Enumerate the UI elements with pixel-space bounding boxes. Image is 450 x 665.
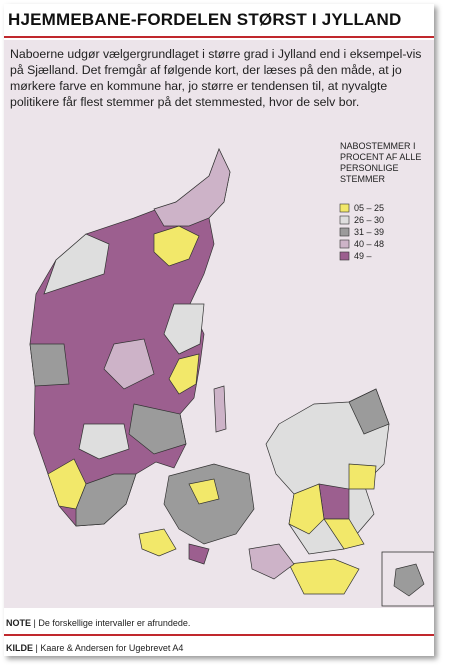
region: [138, 528, 177, 557]
legend-label: 26 – 30: [354, 215, 384, 225]
region: [288, 483, 325, 535]
source-text: Kaare & Andersen for Ugebrevet A4: [40, 643, 184, 653]
lolland: [288, 558, 360, 595]
region: [29, 343, 70, 387]
region: [153, 225, 200, 267]
legend-label: 49 –: [354, 251, 372, 261]
intro: Naboerne udgør vælgergrundlaget i større…: [4, 40, 434, 134]
legend-label: 40 – 48: [354, 239, 384, 249]
note-text: De forskellige intervaller er afrundede.: [38, 618, 191, 628]
region: [43, 233, 110, 295]
legend-swatch: [339, 251, 350, 261]
divider: [4, 634, 434, 636]
island: [248, 543, 295, 580]
region: [348, 388, 390, 435]
island: [213, 385, 227, 433]
region: [103, 338, 155, 390]
region: [168, 353, 200, 395]
inset-frame: [381, 551, 434, 607]
legend: NABOSTEMMER I PROCENT AF ALLE PERSONLIGE ST…: [339, 141, 421, 261]
note-label: NOTE: [6, 618, 32, 628]
region: [188, 478, 220, 505]
card: HJEMMEBANE-FORDELEN STØRST I JYLLAND Nab…: [4, 4, 434, 656]
divider: [4, 36, 434, 38]
region: [128, 403, 187, 455]
regions: [29, 148, 390, 595]
region: [75, 473, 137, 527]
bornholm: [393, 563, 425, 597]
legend-swatch: [339, 215, 350, 225]
region: [348, 463, 377, 490]
legend-title: NABOSTEMMER I PROCENT AF ALLE PERSONLIGE ST…: [340, 141, 421, 184]
source-label: KILDE: [6, 643, 33, 653]
region: [163, 303, 205, 355]
island: [188, 543, 210, 565]
map: NABOSTEMMER I PROCENT AF ALLE PERSONLIGE ST…: [4, 132, 434, 608]
region: [323, 518, 365, 550]
region: [153, 148, 231, 227]
funen: [163, 463, 255, 545]
title: HJEMMEBANE-FORDELEN STØRST I JYLLAND: [8, 10, 402, 29]
source: KILDE | Kaare & Andersen for Ugebrevet A…: [6, 643, 184, 653]
note: NOTE | De forskellige intervaller er afr…: [6, 618, 191, 628]
legend-swatch: [339, 239, 350, 249]
legend-label: 31 – 39: [354, 227, 384, 237]
legend-swatch: [339, 227, 350, 237]
legend-swatch: [339, 203, 350, 213]
legend-label: 05 – 25: [354, 203, 384, 213]
region: [78, 423, 130, 460]
